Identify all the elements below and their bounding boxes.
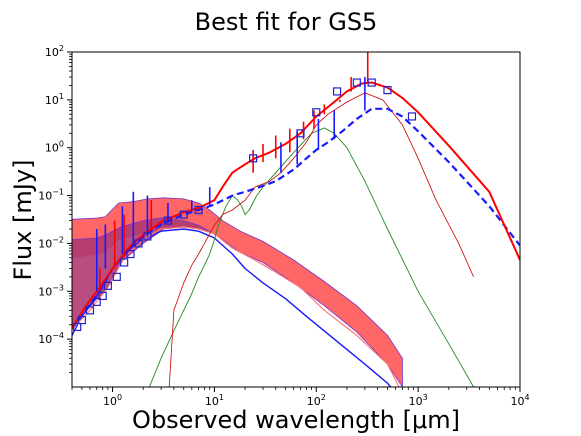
observed-point [92,297,101,307]
y-axis-label: Flux [mJy] [9,160,37,281]
y-tick-label: 102 [45,44,64,59]
observed-point [85,306,95,315]
observed-point [98,291,107,301]
observed-point [194,205,203,215]
observed-point [249,154,258,163]
y-tick-label: 10−2 [38,235,64,250]
x-tick-label: 100 [103,393,122,408]
series-line-5 [168,92,474,387]
x-tick-label: 104 [510,393,529,408]
observed-point [143,232,152,241]
observed-point [367,78,376,87]
observed-point [120,258,129,267]
y-tick-label: 10−3 [38,283,64,298]
observed-point [312,108,321,117]
y-tick-label: 101 [45,92,64,107]
observed-point [126,249,135,259]
observed-point [332,87,342,96]
x-axis-label: Observed wavelength [μm] [132,406,460,434]
observed-point [407,112,417,121]
observed-point [73,322,82,332]
observed-point [77,315,86,325]
observed-point [352,78,361,87]
series-band-0 [72,197,403,387]
observed-point [112,272,121,281]
series-line-3 [72,226,400,387]
y-tick-label: 10−1 [38,188,64,203]
observed-point [296,129,305,138]
observed-point [103,281,112,290]
observed-point [383,85,392,95]
observed-point [163,216,173,225]
plot-area [72,52,520,387]
chart-title: Best fit for GS5 [195,8,378,36]
series-line-4 [148,127,474,387]
y-tick-label: 100 [45,140,64,155]
plot-frame [71,51,521,388]
observed-point [179,210,188,219]
observed-point [134,239,143,248]
y-tick-label: 10−4 [38,331,64,346]
